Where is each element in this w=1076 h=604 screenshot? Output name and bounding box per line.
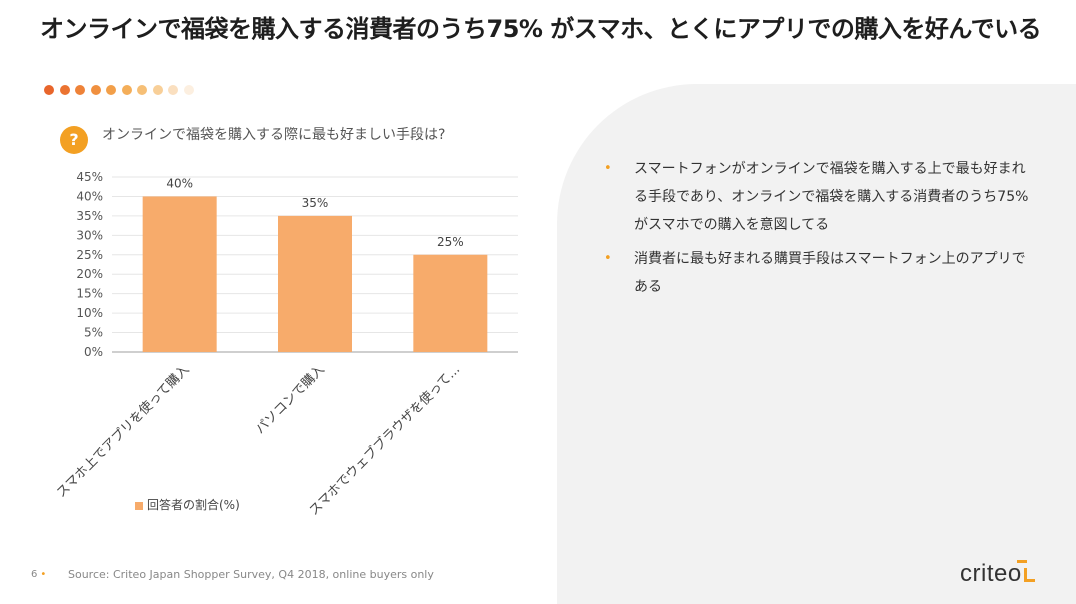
y-tick-label: 45% <box>76 170 103 184</box>
x-tick-label: パソコンで購入 <box>253 362 328 437</box>
decorative-dot <box>59 85 70 95</box>
question-text: オンラインで福袋を購入する際に最も好ましい手段は? <box>102 127 446 143</box>
decorative-dot <box>152 85 163 95</box>
decorative-dot <box>168 85 178 95</box>
chart-legend: 回答者の割合(%) <box>135 496 240 513</box>
y-tick-label: 10% <box>76 306 103 320</box>
y-tick-label: 15% <box>76 287 103 301</box>
legend-swatch <box>135 501 143 510</box>
decorative-dot <box>183 85 194 95</box>
bar <box>278 215 352 352</box>
logo-corner-mark <box>1023 568 1035 582</box>
bar <box>413 254 488 352</box>
y-tick-label: 40% <box>76 189 103 203</box>
page-number-value: 6 <box>31 569 38 580</box>
source-note: Source: Criteo Japan Shopper Survey, Q4 … <box>68 568 434 581</box>
question-icon: ? <box>60 126 88 154</box>
logo-text: criteo <box>960 560 1022 587</box>
bar-chart: 0% 5% 10% 15% 20% 25% 30% 35% 40% 45% 40% スマホ上でアプリを… <box>53 170 518 519</box>
y-tick-label: 25% <box>76 248 103 262</box>
y-tick-label: 0% <box>84 345 103 359</box>
data-label: 35% <box>302 196 329 210</box>
y-tick-label: 35% <box>76 209 103 223</box>
y-tick-label: 20% <box>76 267 103 281</box>
slide-title: オンラインで福袋を購入する消費者のうち75% がスマホ、とくにアプリでの購入を好… <box>40 15 1042 43</box>
x-tick-label: スマホでウェブブラウザを使って... <box>306 362 463 519</box>
decorative-dot <box>90 85 101 95</box>
y-tick-label: 5% <box>84 326 103 340</box>
bullet-item: スマートフォンがオンラインで福袋を購入する上で最も好まれる手段であり、オンライン… <box>604 155 1034 239</box>
page-number: 6 • <box>31 569 47 580</box>
y-tick-label: 30% <box>76 228 103 242</box>
legend-label: 回答者の割合(%) <box>147 498 240 512</box>
decorative-dot <box>121 85 132 95</box>
data-label: 25% <box>437 235 464 249</box>
decorative-dot <box>44 85 54 95</box>
decorative-dot <box>137 85 147 95</box>
bullet-list: スマートフォンがオンラインで福袋を購入する上で最も好まれる手段であり、オンライン… <box>604 155 1034 307</box>
decorative-dot <box>106 85 116 95</box>
x-tick-label: スマホ上でアプリを使って購入 <box>53 362 192 501</box>
bar <box>142 196 217 352</box>
logo-tick-mark <box>1017 560 1027 563</box>
bullet-item: 消費者に最も好まれる購買手段はスマートフォン上のアプリである <box>604 245 1034 301</box>
criteo-logo: criteo <box>960 560 1035 588</box>
data-label: 40% <box>166 176 193 190</box>
decorative-dot <box>75 85 85 95</box>
